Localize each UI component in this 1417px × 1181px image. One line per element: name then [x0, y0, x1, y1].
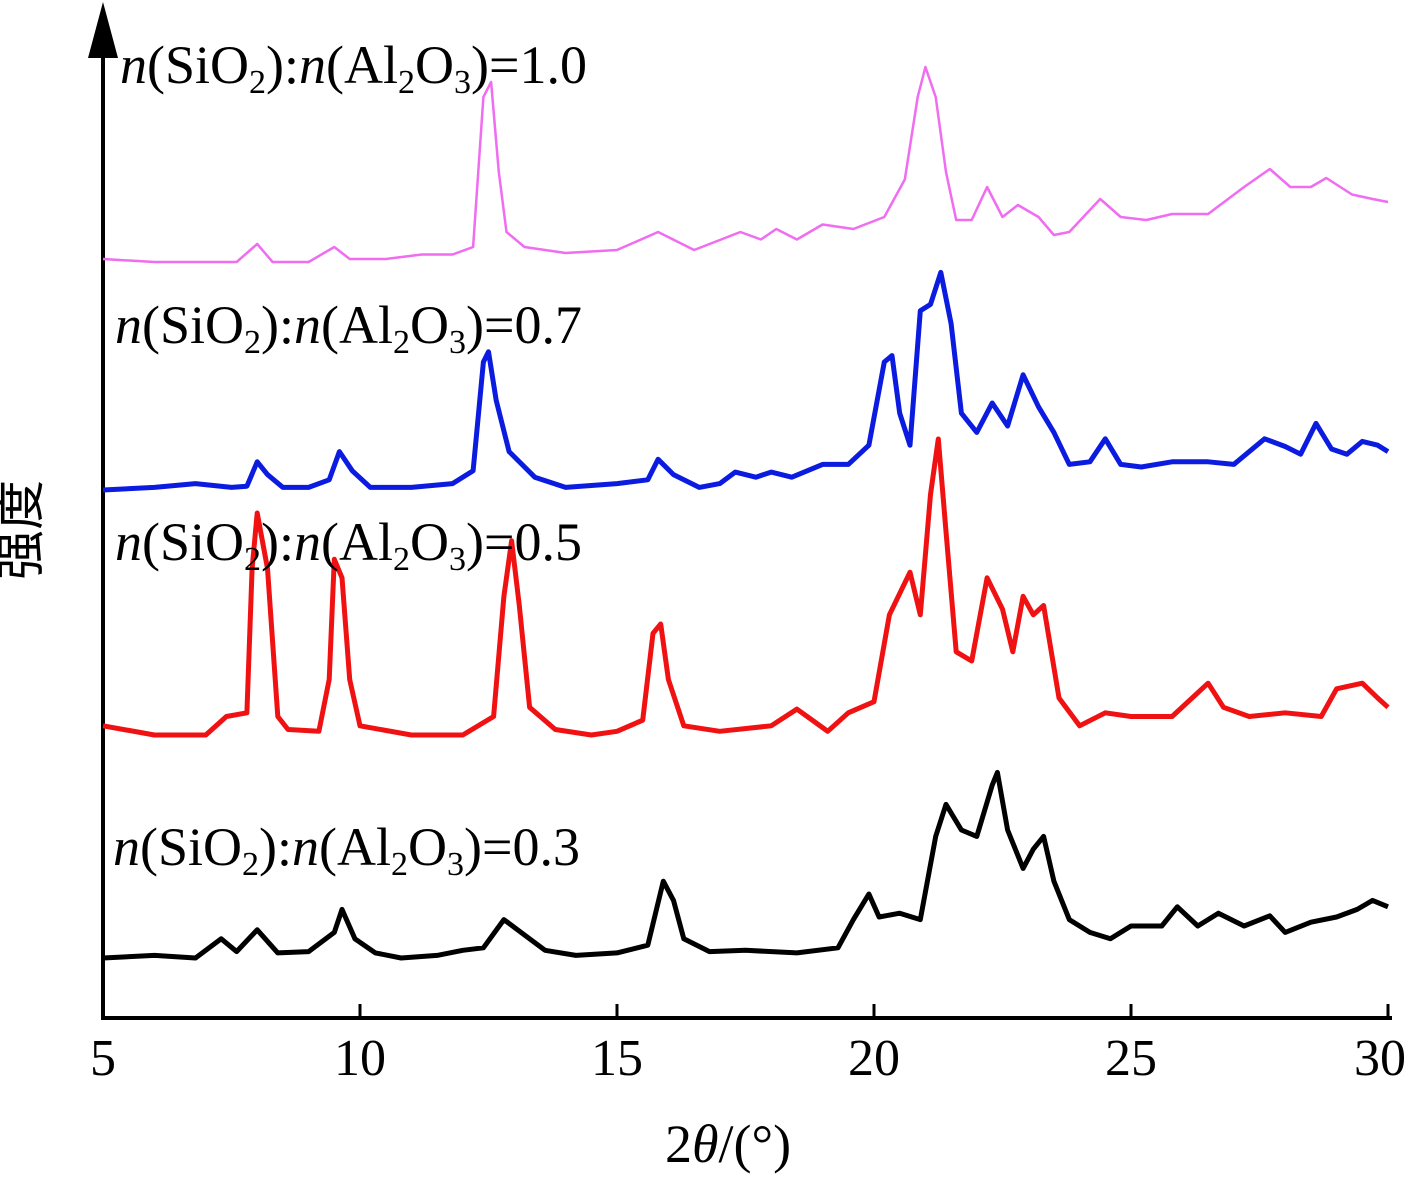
y-axis-arrow: [88, 2, 118, 58]
series-label: n(SiO2):n(Al2O3)=1.0: [120, 35, 587, 101]
series-label: n(SiO2):n(Al2O3)=0.5: [115, 512, 582, 578]
series-label: n(SiO2):n(Al2O3)=0.3: [113, 817, 580, 883]
x-tick-label: 25: [1105, 1030, 1157, 1087]
series-line-ratio-0.3: [102, 769, 1389, 961]
series-labels: n(SiO2):n(Al2O3)=1.0 n(SiO2):n(Al2O3)=0.7…: [113, 35, 587, 883]
series-line-ratio-1.0: [102, 65, 1389, 264]
x-ticks: [101, 1004, 1390, 1018]
x-axis-label: 2θ/(°): [665, 1114, 791, 1174]
x-tick-labels: 5 10 15 20 25 30: [90, 1030, 1406, 1087]
series-line-ratio-0.7: [102, 269, 1390, 493]
series-line-ratio-0.5: [102, 436, 1390, 738]
x-tick-label: 5: [90, 1030, 116, 1087]
x-tick-label: 20: [848, 1030, 900, 1087]
x-tick-label: 15: [591, 1030, 643, 1087]
series-lines: [102, 65, 1390, 961]
x-tick-label: 30: [1354, 1030, 1406, 1087]
y-axis-label: 强度: [0, 480, 50, 580]
series-label: n(SiO2):n(Al2O3)=0.7: [115, 295, 582, 361]
x-tick-label: 10: [334, 1030, 386, 1087]
